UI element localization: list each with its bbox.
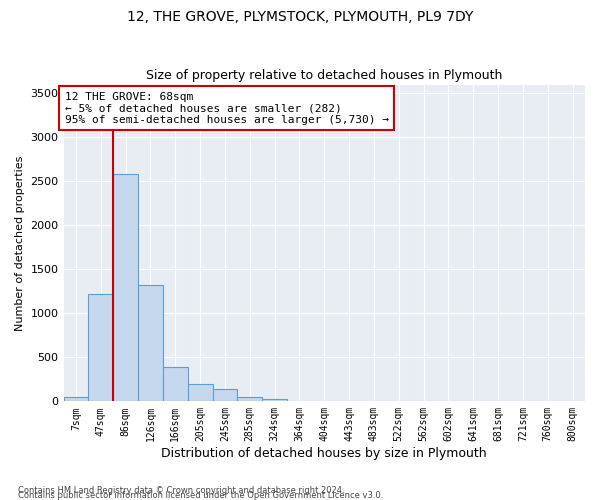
Text: 12, THE GROVE, PLYMSTOCK, PLYMOUTH, PL9 7DY: 12, THE GROVE, PLYMSTOCK, PLYMOUTH, PL9 … bbox=[127, 10, 473, 24]
Text: Contains public sector information licensed under the Open Government Licence v3: Contains public sector information licen… bbox=[18, 491, 383, 500]
Bar bbox=[64, 397, 88, 402]
Bar bbox=[238, 397, 262, 402]
Text: Contains HM Land Registry data © Crown copyright and database right 2024.: Contains HM Land Registry data © Crown c… bbox=[18, 486, 344, 495]
Bar bbox=[188, 384, 212, 402]
Bar bbox=[88, 294, 113, 402]
Y-axis label: Number of detached properties: Number of detached properties bbox=[15, 156, 25, 330]
Bar bbox=[262, 398, 287, 402]
X-axis label: Distribution of detached houses by size in Plymouth: Distribution of detached houses by size … bbox=[161, 447, 487, 460]
Bar bbox=[212, 388, 238, 402]
Text: 12 THE GROVE: 68sqm
← 5% of detached houses are smaller (282)
95% of semi-detach: 12 THE GROVE: 68sqm ← 5% of detached hou… bbox=[65, 92, 389, 125]
Bar bbox=[163, 367, 188, 402]
Bar bbox=[138, 285, 163, 402]
Title: Size of property relative to detached houses in Plymouth: Size of property relative to detached ho… bbox=[146, 69, 502, 82]
Bar bbox=[113, 174, 138, 402]
